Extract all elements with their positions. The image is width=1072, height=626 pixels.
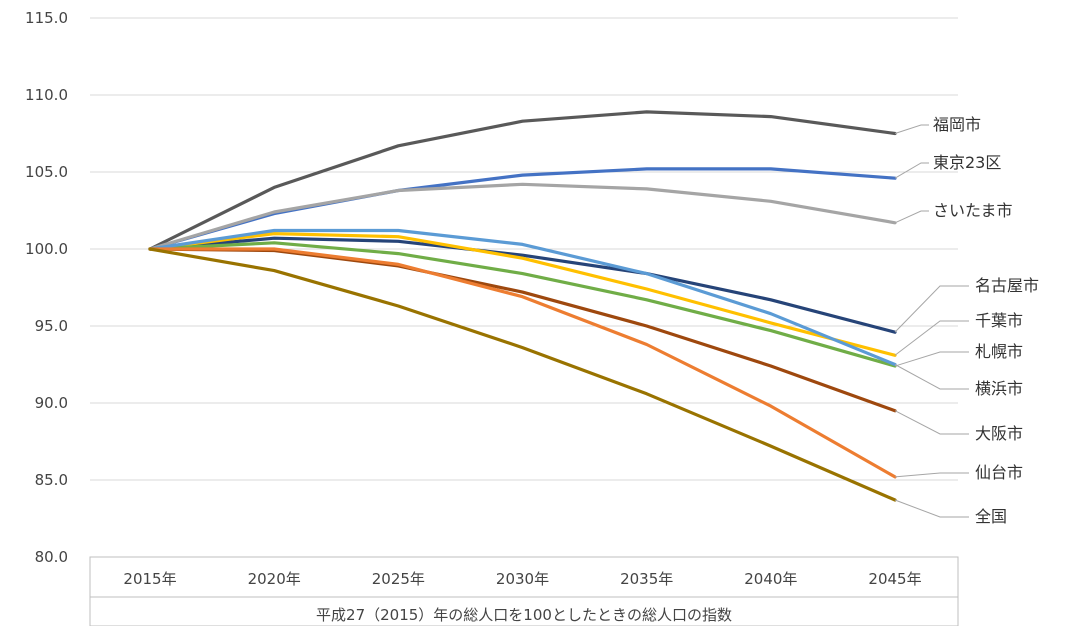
series-line [148, 182, 897, 251]
x-tick-label: 2045年 [868, 570, 921, 588]
series-line [148, 167, 897, 251]
series-line [148, 247, 897, 479]
series-label: 大阪市 [975, 424, 1023, 443]
y-tick-label: 100.0 [25, 240, 68, 258]
leader-line [894, 210, 929, 224]
y-tick-label: 80.0 [35, 548, 68, 566]
series-label: 全国 [975, 507, 1007, 526]
series-lines [148, 110, 897, 502]
series-line [148, 236, 897, 334]
series-label: 名古屋市 [975, 276, 1039, 295]
series-label: 福岡市 [933, 115, 981, 134]
y-tick-label: 90.0 [35, 394, 68, 412]
series-label: 札幌市 [975, 342, 1023, 361]
y-axis: 80.0 85.0 90.0 95.0 100.0 105.0 110.0 115.0 [25, 9, 68, 566]
leader-line [894, 410, 969, 435]
series-line [148, 232, 897, 357]
y-tick-label: 110.0 [25, 86, 68, 104]
x-axis-box [89, 556, 959, 626]
series-label: 仙台市 [975, 463, 1023, 482]
series-line [148, 228, 897, 367]
x-tick-label: 2020年 [248, 570, 301, 588]
x-axis: 2015年 2020年 2025年 2030年 2035年 2040年 2045年 [123, 570, 921, 588]
leader-line [894, 351, 969, 367]
x-axis-title: 平成27（2015）年の総人口を100としたときの総人口の指数 [316, 606, 732, 624]
y-tick-label: 95.0 [35, 317, 68, 335]
y-tick-label: 115.0 [25, 9, 68, 27]
series-line [148, 110, 897, 251]
series-line [148, 247, 897, 502]
series-label: 千葉市 [975, 311, 1023, 330]
leader-line [894, 499, 969, 518]
y-tick-label: 85.0 [35, 471, 68, 489]
label-leader-lines [894, 124, 969, 518]
x-tick-label: 2025年 [372, 570, 425, 588]
series-line [148, 241, 897, 368]
leader-line [894, 364, 969, 390]
y-tick-label: 105.0 [25, 163, 68, 181]
leader-line [894, 124, 929, 134]
x-tick-label: 2030年 [496, 570, 549, 588]
x-tick-label: 2040年 [744, 570, 797, 588]
leader-line [894, 285, 969, 333]
leader-line [894, 162, 929, 179]
series-label: 東京23区 [933, 153, 1001, 172]
x-tick-label: 2015年 [123, 570, 176, 588]
x-tick-label: 2035年 [620, 570, 673, 588]
series-label: 横浜市 [975, 379, 1023, 398]
leader-line [894, 320, 969, 356]
leader-line [894, 472, 969, 478]
series-label: さいたま市 [933, 201, 1013, 220]
